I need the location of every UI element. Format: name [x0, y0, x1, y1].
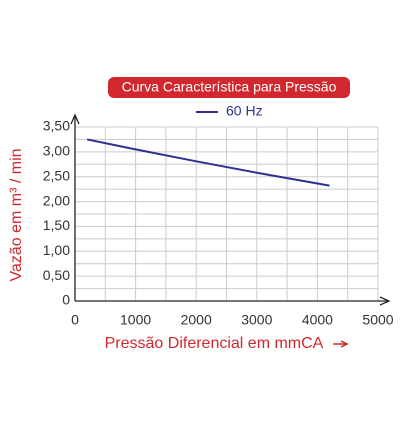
- x-axis: [75, 296, 391, 306]
- y-tick-label: 3,50: [43, 118, 70, 134]
- y-tick-label: 1,00: [43, 242, 70, 258]
- y-tick-label: 2,00: [43, 192, 70, 208]
- y-tick-label: 3,00: [43, 143, 70, 159]
- y-tick-label: 0: [62, 292, 70, 308]
- x-tick-label: 2000: [181, 312, 212, 328]
- x-tick-label: 1000: [120, 312, 151, 328]
- x-label-arrow: [333, 340, 349, 348]
- y-tick-label: 1,50: [43, 217, 70, 233]
- x-tick-label: 4000: [302, 312, 333, 328]
- y-tick-label: 0,50: [43, 267, 70, 283]
- x-tick-label: 0: [71, 312, 79, 328]
- legend-label: 60 Hz: [226, 103, 263, 119]
- y-axis-label: Vazão em m³ / min: [8, 148, 25, 281]
- y-axis: [70, 113, 80, 301]
- title-box: [108, 77, 350, 98]
- x-axis-label: Pressão Diferencial em mmCA: [105, 335, 324, 352]
- x-tick-label: 3000: [241, 312, 272, 328]
- x-tick-label: 5000: [362, 312, 393, 328]
- y-tick-label: 2,50: [43, 167, 70, 183]
- chart-title: Curva Característica para Pressão: [122, 79, 337, 95]
- data-line: [86, 138, 330, 187]
